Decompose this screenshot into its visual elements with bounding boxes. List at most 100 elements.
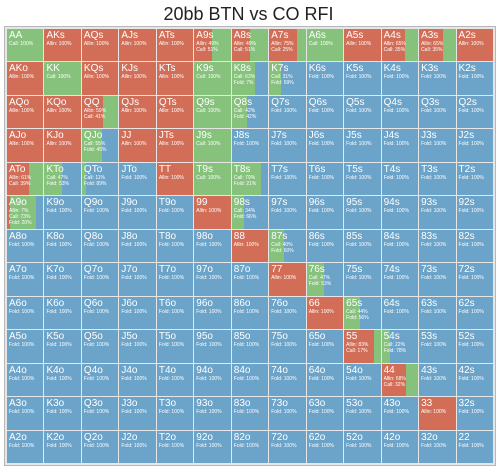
hand-cell-63o[interactable]: 63o Fold: 100%: [306, 397, 344, 430]
hand-cell-94o[interactable]: 94o Fold: 100%: [194, 363, 231, 397]
hand-cell-82o[interactable]: 82o Fold: 100%: [231, 430, 269, 463]
hand-cell-83s[interactable]: 83s Fold: 100%: [419, 229, 456, 263]
hand-cell-K4o[interactable]: K4o Fold: 100%: [44, 363, 81, 397]
hand-cell-K8o[interactable]: K8o Fold: 100%: [44, 229, 81, 263]
hand-cell-JTo[interactable]: JTo Fold: 100%: [119, 162, 156, 196]
hand-cell-65s[interactable]: 65s Call: 44% Fold: 56%: [344, 296, 381, 330]
hand-cell-85o[interactable]: 85o Fold: 100%: [231, 330, 269, 363]
hand-cell-AKo[interactable]: AKo Allin: 100%: [7, 62, 44, 95]
hand-cell-Q5s[interactable]: Q5s Fold: 100%: [344, 95, 381, 129]
hand-cell-97s[interactable]: 97s Fold: 100%: [269, 196, 306, 229]
hand-cell-K8s[interactable]: K8s Call: 63% Fold: 7%: [231, 62, 269, 95]
hand-cell-A2s[interactable]: A2s Allin: 100%: [456, 29, 493, 62]
hand-cell-K3o[interactable]: K3o Fold: 100%: [44, 397, 81, 430]
hand-cell-KQs[interactable]: KQs Allin: 100%: [81, 62, 119, 95]
hand-cell-J9s[interactable]: J9s Call: 100%: [194, 129, 231, 162]
hand-cell-82s[interactable]: 82s Fold: 100%: [456, 229, 493, 263]
hand-cell-Q6s[interactable]: Q6s Fold: 100%: [306, 95, 344, 129]
hand-cell-J3s[interactable]: J3s Fold: 100%: [419, 129, 456, 162]
hand-cell-A3s[interactable]: A3s Allin: 65% Call: 35%: [419, 29, 456, 62]
hand-cell-J7o[interactable]: J7o Fold: 100%: [119, 263, 156, 296]
hand-cell-A7s[interactable]: A7s Allin: 75% Call: 25%: [269, 29, 306, 62]
hand-cell-AQs[interactable]: AQs Allin: 100%: [81, 29, 119, 62]
hand-cell-K6s[interactable]: K6s Fold: 100%: [306, 62, 344, 95]
hand-cell-A8o[interactable]: A8o Fold: 100%: [7, 229, 44, 263]
hand-cell-KJo[interactable]: KJo Allin: 100%: [44, 129, 81, 162]
hand-cell-JJ[interactable]: JJ Allin: 100%: [119, 129, 156, 162]
hand-cell-93s[interactable]: 93s Fold: 100%: [419, 196, 456, 229]
hand-cell-KQo[interactable]: KQo Allin: 100%: [44, 95, 81, 129]
hand-cell-Q4o[interactable]: Q4o Fold: 100%: [81, 363, 119, 397]
hand-cell-74o[interactable]: 74o Fold: 100%: [269, 363, 306, 397]
hand-cell-Q9o[interactable]: Q9o Fold: 100%: [81, 196, 119, 229]
hand-cell-T3s[interactable]: T3s Fold: 100%: [419, 162, 456, 196]
hand-cell-QTo[interactable]: QTo Call: 11% Fold: 89%: [81, 162, 119, 196]
hand-cell-A2o[interactable]: A2o Fold: 100%: [7, 430, 44, 463]
hand-cell-A7o[interactable]: A7o Fold: 100%: [7, 263, 44, 296]
hand-cell-K9s[interactable]: K9s Call: 100%: [194, 62, 231, 95]
hand-cell-72o[interactable]: 72o Fold: 100%: [269, 430, 306, 463]
hand-cell-QTs[interactable]: QTs Allin: 100%: [156, 95, 194, 129]
hand-cell-22[interactable]: 22 Fold: 100%: [456, 430, 493, 463]
hand-cell-52o[interactable]: 52o Fold: 100%: [344, 430, 381, 463]
hand-cell-K3s[interactable]: K3s Fold: 100%: [419, 62, 456, 95]
hand-cell-K6o[interactable]: K6o Fold: 100%: [44, 296, 81, 330]
hand-cell-K2o[interactable]: K2o Fold: 100%: [44, 430, 81, 463]
hand-cell-T7s[interactable]: T7s Fold: 100%: [269, 162, 306, 196]
hand-cell-A9s[interactable]: A9s Allin: 49% Call: 51%: [194, 29, 231, 62]
hand-cell-88[interactable]: 88 Allin: 100%: [231, 229, 269, 263]
hand-cell-43o[interactable]: 43o Fold: 100%: [381, 397, 419, 430]
hand-cell-98s[interactable]: 98s Call: 34% Fold: 66%: [231, 196, 269, 229]
hand-cell-T3o[interactable]: T3o Fold: 100%: [156, 397, 194, 430]
hand-cell-K7s[interactable]: K7s Call: 31% Fold: 69%: [269, 62, 306, 95]
hand-cell-Q3s[interactable]: Q3s Fold: 100%: [419, 95, 456, 129]
hand-cell-ATo[interactable]: ATo Allin: 61% Call: 39%: [7, 162, 44, 196]
hand-cell-84o[interactable]: 84o Fold: 100%: [231, 363, 269, 397]
hand-cell-Q6o[interactable]: Q6o Fold: 100%: [81, 296, 119, 330]
hand-cell-J2s[interactable]: J2s Fold: 100%: [456, 129, 493, 162]
hand-cell-86o[interactable]: 86o Fold: 100%: [231, 296, 269, 330]
hand-cell-87o[interactable]: 87o Fold: 100%: [231, 263, 269, 296]
hand-cell-64o[interactable]: 64o Fold: 100%: [306, 363, 344, 397]
hand-cell-85s[interactable]: 85s Fold: 100%: [344, 229, 381, 263]
hand-cell-94s[interactable]: 94s Fold: 100%: [381, 196, 419, 229]
hand-cell-T4o[interactable]: T4o Fold: 100%: [156, 363, 194, 397]
hand-cell-QJo[interactable]: QJo Call: 55% Fold: 45%: [81, 129, 119, 162]
hand-cell-T7o[interactable]: T7o Fold: 100%: [156, 263, 194, 296]
hand-cell-62o[interactable]: 62o Fold: 100%: [306, 430, 344, 463]
hand-cell-A5s[interactable]: A5s Allin: 100%: [344, 29, 381, 62]
hand-cell-J4o[interactable]: J4o Fold: 100%: [119, 363, 156, 397]
hand-cell-Q9s[interactable]: Q9s Call: 100%: [194, 95, 231, 129]
hand-cell-J7s[interactable]: J7s Fold: 100%: [269, 129, 306, 162]
hand-cell-63s[interactable]: 63s Fold: 100%: [419, 296, 456, 330]
hand-cell-96o[interactable]: 96o Fold: 100%: [194, 296, 231, 330]
hand-cell-J5o[interactable]: J5o Fold: 100%: [119, 330, 156, 363]
hand-cell-Q7o[interactable]: Q7o Fold: 100%: [81, 263, 119, 296]
hand-cell-Q5o[interactable]: Q5o Fold: 100%: [81, 330, 119, 363]
hand-cell-J9o[interactable]: J9o Fold: 100%: [119, 196, 156, 229]
hand-cell-73s[interactable]: 73s Fold: 100%: [419, 263, 456, 296]
hand-cell-T6s[interactable]: T6s Fold: 100%: [306, 162, 344, 196]
hand-cell-64s[interactable]: 64s Fold: 100%: [381, 296, 419, 330]
hand-cell-AJs[interactable]: AJs Allin: 100%: [119, 29, 156, 62]
hand-cell-Q8o[interactable]: Q8o Fold: 100%: [81, 229, 119, 263]
hand-cell-KTo[interactable]: KTo Call: 47% Fold: 53%: [44, 162, 81, 196]
hand-cell-87s[interactable]: 87s Call: 40% Fold: 60%: [269, 229, 306, 263]
hand-cell-T5o[interactable]: T5o Fold: 100%: [156, 330, 194, 363]
hand-cell-K4s[interactable]: K4s Fold: 100%: [381, 62, 419, 95]
hand-cell-75o[interactable]: 75o Fold: 100%: [269, 330, 306, 363]
hand-cell-Q3o[interactable]: Q3o Fold: 100%: [81, 397, 119, 430]
hand-cell-J2o[interactable]: J2o Fold: 100%: [119, 430, 156, 463]
hand-cell-T5s[interactable]: T5s Fold: 100%: [344, 162, 381, 196]
hand-cell-AA[interactable]: AA Call: 100%: [7, 29, 44, 62]
hand-cell-Q2o[interactable]: Q2o Fold: 100%: [81, 430, 119, 463]
hand-cell-J8s[interactable]: J8s Fold: 100%: [231, 129, 269, 162]
hand-cell-83o[interactable]: 83o Fold: 100%: [231, 397, 269, 430]
hand-cell-KK[interactable]: KK Call: 100%: [44, 62, 81, 95]
hand-cell-52s[interactable]: 52s Fold: 100%: [456, 330, 493, 363]
hand-cell-62s[interactable]: 62s Fold: 100%: [456, 296, 493, 330]
hand-cell-93o[interactable]: 93o Fold: 100%: [194, 397, 231, 430]
hand-cell-K9o[interactable]: K9o Fold: 100%: [44, 196, 81, 229]
hand-cell-54s[interactable]: 54s Call: 22% Fold: 78%: [381, 330, 419, 363]
hand-cell-32s[interactable]: 32s Fold: 100%: [456, 397, 493, 430]
